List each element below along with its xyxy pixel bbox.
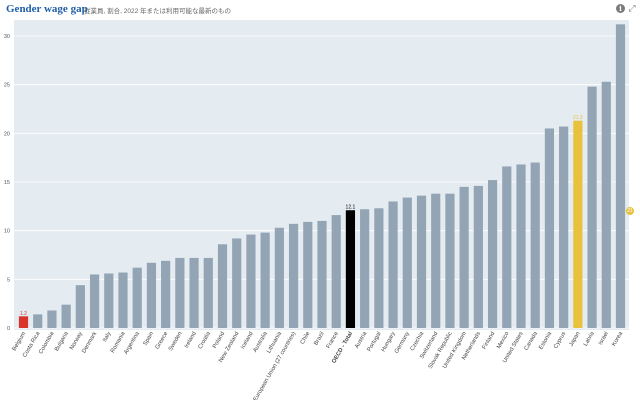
bar-italy[interactable] [104, 273, 114, 328]
y-tick-label: 25 [4, 83, 10, 89]
bar-finland[interactable] [487, 180, 498, 328]
bar-argentina[interactable] [132, 267, 142, 328]
value-label: 1.2 [20, 311, 27, 317]
x-tick-label: Norway [69, 331, 84, 351]
bar-european-union-27-countries-[interactable] [288, 223, 299, 328]
x-tick-label: Italy [102, 331, 113, 343]
bar-chile[interactable] [303, 221, 313, 328]
bar-mexico[interactable] [502, 166, 512, 328]
x-tick-label: Estonia [538, 330, 553, 350]
japan-marker-badge[interactable]: 21 [626, 207, 634, 215]
bar-australia[interactable] [260, 232, 270, 328]
y-tick-label: 10 [4, 229, 10, 235]
x-tick-label: Croatia [197, 330, 212, 350]
x-tick-label: Israel [598, 331, 610, 346]
bar-slovak-republic[interactable] [445, 193, 455, 328]
bar-austria[interactable] [360, 209, 370, 328]
bar-korea[interactable] [615, 24, 626, 328]
y-tick-label: 0 [7, 326, 10, 332]
bar-united-states[interactable] [516, 164, 526, 328]
bar-croatia[interactable] [203, 257, 213, 328]
x-tick-label: Brazil [313, 331, 325, 347]
bar-latvia[interactable] [587, 86, 597, 328]
bar-bulgaria[interactable] [61, 304, 71, 328]
bar-romania[interactable] [118, 272, 128, 328]
bar-estonia[interactable] [544, 128, 555, 328]
bar-france[interactable] [331, 215, 341, 328]
x-tick-label: Cyprus [553, 331, 567, 350]
bar-lithuania[interactable] [274, 227, 284, 328]
bar-greece[interactable] [161, 260, 171, 328]
bar-oecd-total[interactable] [345, 210, 356, 328]
bar-israel[interactable] [601, 81, 611, 328]
bar-cyprus[interactable] [559, 126, 569, 329]
bar-switzerland[interactable] [431, 193, 441, 328]
bar-czechia[interactable] [416, 195, 427, 328]
bar-sweden[interactable] [175, 257, 185, 328]
bar-costa-rica[interactable] [33, 314, 43, 328]
chart-header: Gender wage gap 従業員, 割合, 2022 年または利用可能な最… [0, 0, 640, 20]
info-icon[interactable]: i [616, 4, 625, 13]
chart-subtitle: 従業員, 割合, 2022 年または利用可能な最新のもの [84, 8, 231, 15]
bar-denmark[interactable] [89, 274, 100, 328]
bar-canada[interactable] [530, 162, 540, 328]
bar-hungary[interactable] [388, 201, 398, 328]
x-tick-label: France [326, 331, 340, 350]
x-tick-label: Iceland [240, 331, 255, 350]
bar-netherlands[interactable] [473, 185, 483, 328]
value-label: 12.1 [346, 205, 356, 211]
y-tick-label: 20 [4, 131, 10, 137]
x-tick-label: Chile [300, 331, 312, 345]
x-tick-label: Sweden [168, 331, 184, 352]
x-tick-label: Ireland [184, 331, 198, 349]
x-tick-label: Finland [482, 331, 497, 350]
x-tick-label: Poland [212, 331, 226, 350]
x-tick-label: Japan [568, 331, 581, 348]
y-tick-label: 30 [4, 34, 10, 40]
bar-belgium[interactable] [18, 316, 29, 328]
bar-united-kingdom[interactable] [459, 186, 469, 328]
y-tick-label: 15 [4, 180, 10, 186]
chart-title: Gender wage gap [6, 3, 88, 15]
bar-spain[interactable] [146, 262, 157, 328]
x-tick-label: Greece [155, 331, 170, 350]
bar-brazil[interactable] [317, 220, 327, 328]
x-tick-label: Spain [143, 331, 156, 347]
x-tick-label: Denmark [81, 331, 98, 354]
bar-colombia[interactable] [47, 310, 57, 328]
bar-iceland[interactable] [246, 234, 256, 328]
x-tick-label: Latvia [583, 330, 596, 347]
x-tick-label: Bulgaria [54, 330, 70, 352]
x-tick-label: Austria [354, 330, 369, 349]
x-tick-label: Korea [611, 330, 624, 347]
x-tick-label: Mexico [496, 331, 510, 350]
x-tick-label: Canada [524, 330, 540, 351]
expand-icon[interactable]: ⤢ [628, 3, 636, 13]
bar-germany[interactable] [402, 197, 412, 328]
bar-portugal[interactable] [374, 208, 384, 328]
value-label: 21.3 [573, 115, 583, 121]
bar-poland[interactable] [217, 244, 228, 328]
bar-ireland[interactable] [189, 257, 199, 328]
bar-japan[interactable] [573, 120, 583, 329]
bar-norway[interactable] [75, 285, 85, 328]
bar-new-zealand[interactable] [232, 238, 242, 328]
y-tick-label: 5 [7, 277, 10, 283]
